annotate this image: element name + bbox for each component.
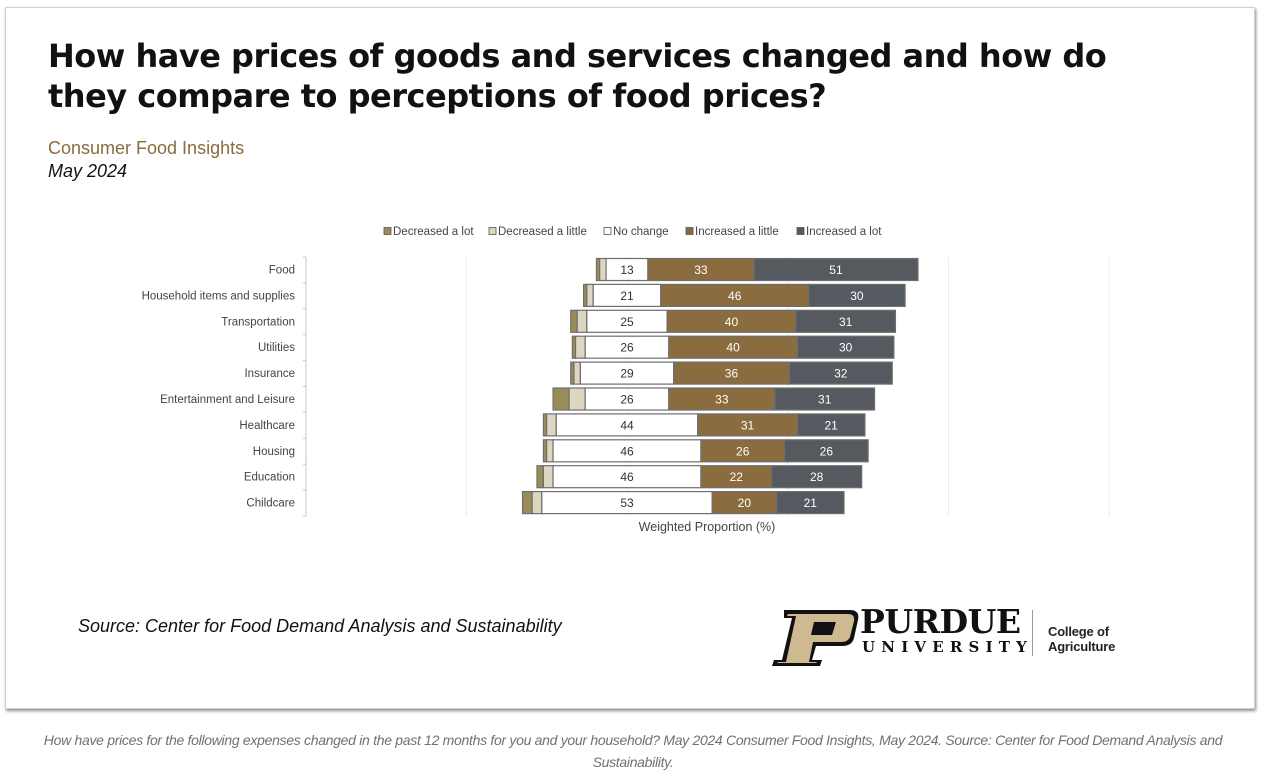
bar-increased_a_lot — [771, 465, 863, 489]
data-label: 20 — [738, 496, 752, 510]
data-label: 40 — [726, 341, 740, 355]
data-label: 22 — [730, 470, 744, 484]
legend-label: Decreased a little — [498, 226, 587, 238]
data-label: 33 — [715, 393, 729, 407]
legend-swatch — [383, 227, 392, 235]
data-label: 36 — [725, 367, 739, 381]
page-title: How have prices of goods and services ch… — [48, 37, 1107, 115]
legend-label: Decreased a lot — [393, 226, 474, 238]
data-label: 32 — [834, 367, 848, 381]
data-label: 53 — [620, 496, 634, 510]
legend-swatch — [488, 227, 497, 235]
bar-decreased_a_little — [531, 491, 543, 515]
category-label: Food — [269, 265, 295, 277]
data-label: 21 — [824, 418, 838, 432]
category-label: Childcare — [246, 498, 295, 510]
subtitle: Consumer Food Insights — [48, 138, 245, 158]
bar-decreased_a_lot — [521, 491, 533, 515]
category-label: Household items and supplies — [142, 290, 296, 302]
logo-university: UNIVERSITY — [862, 638, 1034, 656]
bar-increased_a_lot — [808, 283, 906, 307]
data-label: 28 — [810, 470, 824, 484]
report-date: May 2024 — [48, 161, 128, 181]
legend-label: No change — [613, 226, 669, 238]
data-label: 25 — [620, 315, 634, 329]
bar-decreased_a_little — [542, 465, 554, 489]
logo-wordmark: PURDUE — [860, 602, 1021, 641]
data-label: 51 — [829, 263, 843, 277]
bar-increased_a_lot — [753, 257, 919, 282]
bar-decreased_a_lot — [536, 465, 545, 489]
data-label: 21 — [804, 496, 818, 510]
purdue-logo: PURDUE UNIVERSITY College of Agriculture — [768, 600, 1178, 666]
legend-swatch — [603, 227, 612, 235]
data-label: 44 — [620, 418, 634, 432]
data-label: 46 — [620, 444, 634, 458]
category-label: Transportation — [221, 316, 295, 328]
data-label: 31 — [741, 418, 755, 432]
bar-increased_a_lot — [774, 387, 876, 411]
bar-decreased_a_lot — [570, 309, 578, 333]
legend-label: Increased a lot — [806, 226, 882, 238]
bar-decreased_a_little — [546, 439, 554, 463]
data-label: 31 — [818, 393, 832, 407]
legend-swatch — [685, 227, 694, 235]
college-name: College of Agriculture — [1048, 624, 1116, 654]
category-label: Housing — [253, 446, 295, 458]
data-label: 26 — [736, 444, 750, 458]
category-label: Insurance — [244, 368, 295, 380]
x-axis-label: Weighted Proportion (%) — [639, 520, 776, 534]
bar-decreased_a_little — [599, 257, 607, 282]
data-label: 30 — [839, 341, 853, 355]
bar-decreased_a_little — [574, 335, 586, 359]
figure-caption: How have prices for the following expens… — [43, 732, 1223, 770]
bar-decreased_a_little — [568, 387, 586, 411]
data-label: 29 — [620, 367, 634, 381]
category-label: Education — [244, 472, 295, 484]
bar-decreased_a_little — [573, 361, 581, 385]
legend-label: Increased a little — [695, 226, 779, 238]
bar-increased_a_lot — [795, 309, 897, 333]
bar-decreased_a_lot — [552, 387, 570, 411]
data-label: 46 — [728, 289, 742, 303]
purdue-p-icon — [772, 610, 859, 666]
bar-decreased_a_little — [586, 283, 594, 307]
category-label: Entertainment and Leisure — [160, 394, 295, 406]
data-label: 40 — [725, 315, 739, 329]
source-note: Source: Center for Food Demand Analysis … — [78, 616, 562, 636]
data-label: 13 — [620, 263, 634, 277]
logo-divider — [1032, 610, 1033, 656]
data-label: 33 — [694, 263, 708, 277]
category-label: Healthcare — [239, 420, 295, 432]
bar-increased_a_lot — [783, 439, 869, 463]
bar-increased_a_lot — [788, 361, 893, 385]
category-label: Utilities — [258, 342, 295, 354]
legend-swatch — [796, 227, 805, 235]
data-label: 31 — [839, 315, 853, 329]
data-label: 26 — [620, 341, 634, 355]
data-label: 26 — [620, 393, 634, 407]
data-label: 26 — [820, 444, 834, 458]
bar-decreased_a_little — [576, 309, 588, 333]
bar-increased_a_lot — [796, 335, 895, 359]
data-label: 30 — [850, 289, 864, 303]
diverging-bar-chart: Decreased a lot Decreased a little No chan… — [142, 226, 1110, 534]
data-label: 21 — [620, 289, 634, 303]
data-label: 46 — [620, 470, 634, 484]
bar-decreased_a_little — [546, 413, 557, 437]
bar-increased_a_lot — [775, 491, 845, 515]
bar-increased_a_lot — [796, 413, 866, 437]
